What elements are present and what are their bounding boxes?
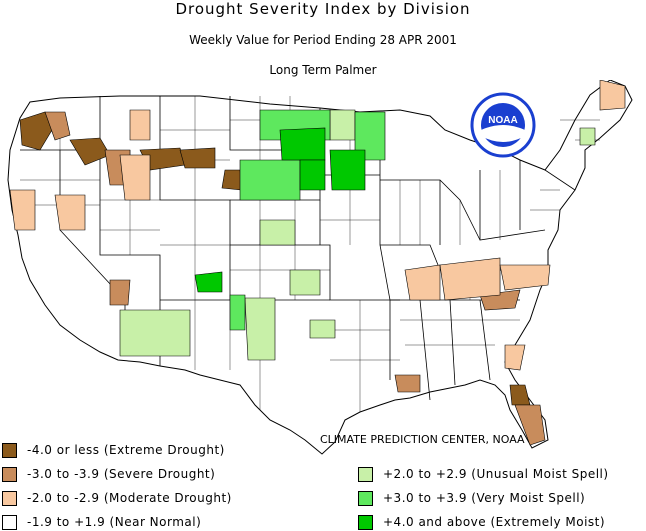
legend-label: -2.0 to -2.9 (Moderate Drought) xyxy=(27,491,232,505)
division xyxy=(129,109,151,141)
division xyxy=(194,271,223,293)
legend-label: +3.0 to +3.9 (Very Moist Spell) xyxy=(383,491,586,505)
division xyxy=(244,297,276,361)
legend-swatch xyxy=(358,490,373,506)
map-credit: CLIMATE PREDICTION CENTER, NOAA xyxy=(320,433,525,446)
division xyxy=(329,149,366,191)
legend-item: -1.9 to +1.9 (Near Normal) xyxy=(2,513,201,531)
division xyxy=(179,147,216,169)
division xyxy=(579,127,596,146)
division xyxy=(309,319,336,339)
legend-label: -1.9 to +1.9 (Near Normal) xyxy=(27,515,202,529)
division xyxy=(119,309,191,357)
legend-swatch xyxy=(2,514,17,530)
legend-swatch xyxy=(358,466,373,482)
division xyxy=(439,257,501,301)
division xyxy=(221,169,243,191)
legend-label: -4.0 or less (Extreme Drought) xyxy=(27,443,225,457)
legend-swatch xyxy=(358,514,373,530)
division xyxy=(514,404,546,446)
division xyxy=(354,111,386,161)
legend-label: +4.0 and above (Extremely Moist) xyxy=(383,515,606,529)
legend-item: -4.0 or less (Extreme Drought) xyxy=(2,441,225,459)
legend-label: -3.0 to -3.9 (Severe Drought) xyxy=(27,467,216,481)
division xyxy=(509,384,531,406)
extreme-drought-divisions xyxy=(19,111,531,406)
map-subtitle: Weekly Value for Period Ending 28 APR 20… xyxy=(189,33,457,47)
legend-item: -2.0 to -2.9 (Moderate Drought) xyxy=(2,489,232,507)
legend-item: +4.0 and above (Extremely Moist) xyxy=(358,513,605,531)
division xyxy=(19,111,56,151)
unusual-moist-divisions xyxy=(119,109,596,361)
division xyxy=(259,219,296,246)
map-title: Drought Severity Index by Division xyxy=(175,0,471,18)
division xyxy=(119,154,151,201)
moderate-drought-divisions xyxy=(9,80,626,371)
division xyxy=(229,294,246,331)
division xyxy=(299,159,326,191)
division xyxy=(289,269,321,296)
extremely-moist-divisions xyxy=(194,127,366,293)
division xyxy=(109,279,131,306)
index-name: Long Term Palmer xyxy=(269,63,377,77)
division xyxy=(54,194,86,231)
legend-item: +3.0 to +3.9 (Very Moist Spell) xyxy=(358,489,585,507)
division xyxy=(239,159,301,201)
division xyxy=(599,80,626,111)
legend-item: +2.0 to +2.9 (Unusual Moist Spell) xyxy=(358,465,609,483)
division xyxy=(404,264,441,301)
noaa-logo-text: NOAA xyxy=(488,115,517,126)
division xyxy=(9,189,36,231)
legend-swatch xyxy=(2,466,17,482)
division xyxy=(504,344,526,371)
division xyxy=(499,264,551,291)
legend-swatch xyxy=(2,490,17,506)
division xyxy=(329,109,356,141)
legend-label: +2.0 to +2.9 (Unusual Moist Spell) xyxy=(383,467,609,481)
legend-swatch xyxy=(2,442,17,458)
division xyxy=(394,374,421,393)
us-climate-division-map xyxy=(7,80,633,455)
legend-item: -3.0 to -3.9 (Severe Drought) xyxy=(2,465,215,483)
noaa-logo: NOAA xyxy=(470,92,536,158)
division xyxy=(279,127,326,161)
division xyxy=(44,111,71,141)
